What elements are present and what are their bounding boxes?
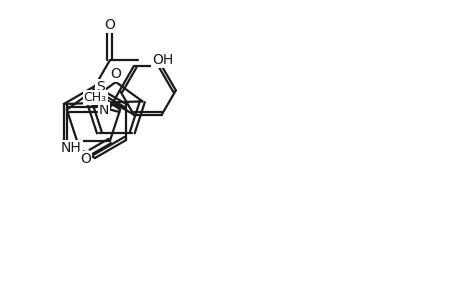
Text: O: O <box>80 152 91 166</box>
Text: CH₃: CH₃ <box>84 91 106 104</box>
Text: OH: OH <box>151 53 173 67</box>
Text: O: O <box>104 18 115 32</box>
Text: O: O <box>110 67 121 81</box>
Text: NH: NH <box>61 141 81 155</box>
Text: N: N <box>98 103 109 117</box>
Text: S: S <box>96 80 105 94</box>
